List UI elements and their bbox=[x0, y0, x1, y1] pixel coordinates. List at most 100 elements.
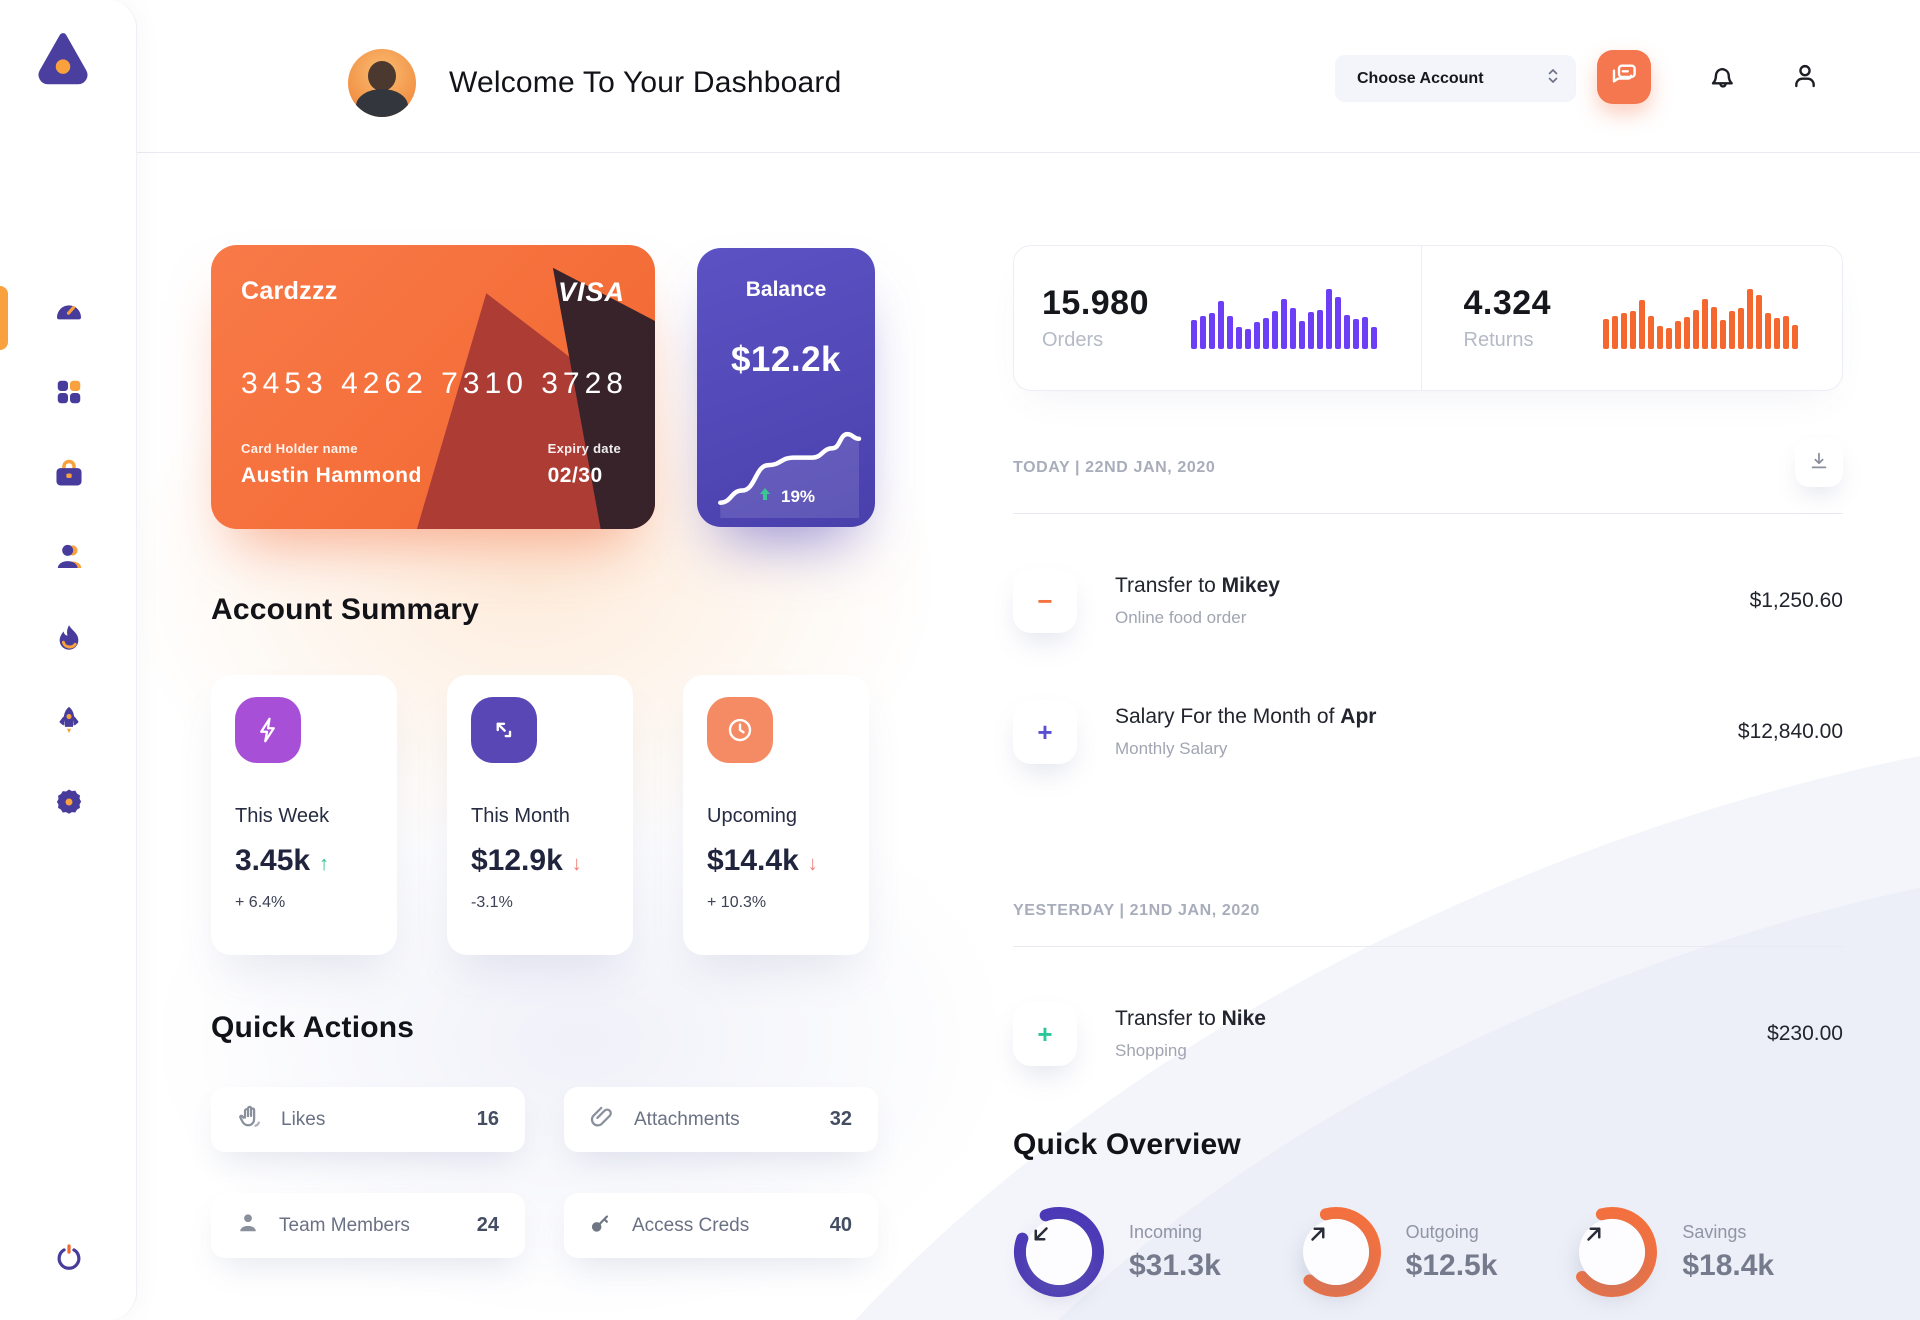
action-label: Access Creds bbox=[632, 1214, 750, 1236]
up-arrow-icon bbox=[757, 486, 773, 507]
quick-overview-row: Incoming $31.3k Outgoing $12.5k Savings $18.4… bbox=[1013, 1206, 1843, 1298]
logout-power-icon[interactable] bbox=[45, 1234, 93, 1282]
bar bbox=[1190, 320, 1197, 349]
bar bbox=[1280, 299, 1287, 349]
user-icon bbox=[1789, 60, 1821, 97]
balance-sparkline bbox=[705, 406, 867, 527]
trend-down-arrow-icon: ↓ bbox=[571, 853, 582, 875]
bar bbox=[1199, 316, 1206, 349]
action-tile-access-creds[interactable]: Access Creds 40 bbox=[564, 1193, 878, 1258]
messages-button[interactable] bbox=[1597, 50, 1651, 104]
divider bbox=[1013, 513, 1843, 514]
sidebar-item-gear[interactable] bbox=[45, 780, 93, 828]
transaction-row-mikey[interactable]: − Transfer to Mikey Online food order $1,25… bbox=[1013, 569, 1843, 633]
overview-label: Incoming bbox=[1129, 1221, 1203, 1242]
summary-label: This Week bbox=[235, 805, 330, 827]
active-nav-indicator bbox=[0, 286, 8, 350]
action-tile-attachments[interactable]: Attachments 32 bbox=[564, 1087, 878, 1152]
transactions-group-header: TODAY | 22ND JAN, 2020 bbox=[1013, 459, 1216, 476]
transaction-row-apr[interactable]: + Salary For the Month of Apr Monthly Sala… bbox=[1013, 700, 1843, 764]
users-icon bbox=[53, 540, 85, 577]
gear-icon bbox=[53, 786, 85, 823]
bar bbox=[1675, 321, 1681, 349]
action-count: 16 bbox=[476, 1108, 499, 1130]
rocket-icon bbox=[53, 704, 85, 741]
choose-account-select[interactable]: Choose Account bbox=[1335, 55, 1576, 102]
returns-value: 4.324 bbox=[1463, 284, 1552, 322]
bar bbox=[1639, 300, 1645, 349]
bar bbox=[1711, 307, 1717, 349]
overview-label: Outgoing bbox=[1405, 1221, 1479, 1242]
bar bbox=[1729, 311, 1735, 349]
bar bbox=[1352, 319, 1359, 349]
sidebar-item-flame[interactable] bbox=[45, 616, 93, 664]
bar bbox=[1756, 295, 1762, 349]
balance-title: Balance bbox=[745, 278, 827, 301]
member-icon bbox=[235, 1210, 261, 1241]
card-expiry-value: 02/30 bbox=[547, 464, 603, 487]
brand-logo-icon bbox=[32, 26, 94, 88]
trend-down-arrow-icon: ↓ bbox=[807, 853, 818, 875]
avatar-face bbox=[368, 61, 396, 91]
action-count: 40 bbox=[829, 1214, 852, 1236]
overview-value: $12.5k bbox=[1405, 1248, 1498, 1282]
trend-arrows-icon bbox=[471, 697, 537, 763]
plus-icon: + bbox=[1013, 1002, 1077, 1066]
sidebar-item-rocket[interactable] bbox=[45, 698, 93, 746]
summary-card-this-week: This Week 3.45k ↑ + 6.4% bbox=[211, 675, 397, 955]
balance-delta: 19% bbox=[780, 486, 816, 506]
action-count: 32 bbox=[829, 1108, 852, 1130]
action-tile-likes[interactable]: Likes 16 bbox=[211, 1087, 525, 1152]
bar bbox=[1325, 289, 1332, 349]
action-tile-team-members[interactable]: Team Members 24 bbox=[211, 1193, 525, 1258]
flame-icon bbox=[53, 622, 85, 659]
transactions-group-header: YESTERDAY | 21ND JAN, 2020 bbox=[1013, 902, 1260, 919]
profile-button[interactable] bbox=[1787, 60, 1823, 96]
header: Welcome To Your Dashboard Choose Account bbox=[137, 0, 1920, 153]
transaction-amount: $1,250.60 bbox=[1749, 589, 1843, 612]
download-icon bbox=[1808, 450, 1830, 477]
bar bbox=[1217, 301, 1224, 349]
left-column: Cardzzz VISA 3453 4262 7310 3728 Card Ho… bbox=[211, 245, 879, 1298]
download-button[interactable] bbox=[1795, 439, 1843, 487]
bar bbox=[1774, 318, 1780, 349]
select-chevrons-icon bbox=[1546, 67, 1560, 90]
bar bbox=[1630, 311, 1636, 349]
summary-value: $12.9k bbox=[471, 844, 563, 877]
card-expiry-label: Expiry date bbox=[547, 441, 621, 456]
transaction-row-nike[interactable]: + Transfer to Nike Shopping $230.00 bbox=[1013, 1002, 1843, 1066]
bar bbox=[1244, 329, 1251, 349]
sidebar-item-briefcase[interactable] bbox=[45, 452, 93, 500]
overview-item-incoming: Incoming $31.3k bbox=[1013, 1206, 1290, 1298]
bar bbox=[1702, 299, 1708, 349]
bar bbox=[1334, 297, 1341, 349]
action-label: Team Members bbox=[279, 1214, 410, 1236]
progress-ring bbox=[1290, 1206, 1382, 1298]
bar bbox=[1289, 308, 1296, 349]
bell-icon bbox=[1707, 60, 1739, 97]
bar bbox=[1208, 313, 1215, 349]
transaction-amount: $12,840.00 bbox=[1737, 720, 1843, 743]
bar bbox=[1720, 320, 1726, 349]
chat-icon bbox=[1609, 60, 1639, 95]
bar bbox=[1226, 316, 1233, 349]
profile-avatar[interactable] bbox=[348, 49, 416, 117]
sidebar-item-users[interactable] bbox=[45, 534, 93, 582]
quick-actions-title: Quick Actions bbox=[211, 1011, 415, 1044]
sidebar-item-grid[interactable] bbox=[45, 370, 93, 418]
right-column: 15.980 Orders 4.324 Returns TODAY | 22ND… bbox=[1013, 245, 1843, 1298]
transaction-subtitle: Monthly Salary bbox=[1115, 739, 1228, 758]
visa-logo: VISA bbox=[557, 277, 625, 307]
notifications-button[interactable] bbox=[1705, 60, 1741, 96]
action-count: 24 bbox=[476, 1214, 499, 1236]
minus-icon: − bbox=[1013, 569, 1077, 633]
sidebar-item-speedometer[interactable] bbox=[45, 288, 93, 336]
divider bbox=[1013, 946, 1843, 947]
returns-label: Returns bbox=[1463, 329, 1534, 351]
bar bbox=[1666, 328, 1672, 349]
summary-cards: This Week 3.45k ↑ + 6.4% This Month $12.9k ↓ -3… bbox=[211, 675, 879, 955]
summary-label: Upcoming bbox=[707, 805, 798, 827]
summary-value: 3.45k bbox=[235, 844, 311, 877]
key-icon bbox=[588, 1210, 614, 1241]
